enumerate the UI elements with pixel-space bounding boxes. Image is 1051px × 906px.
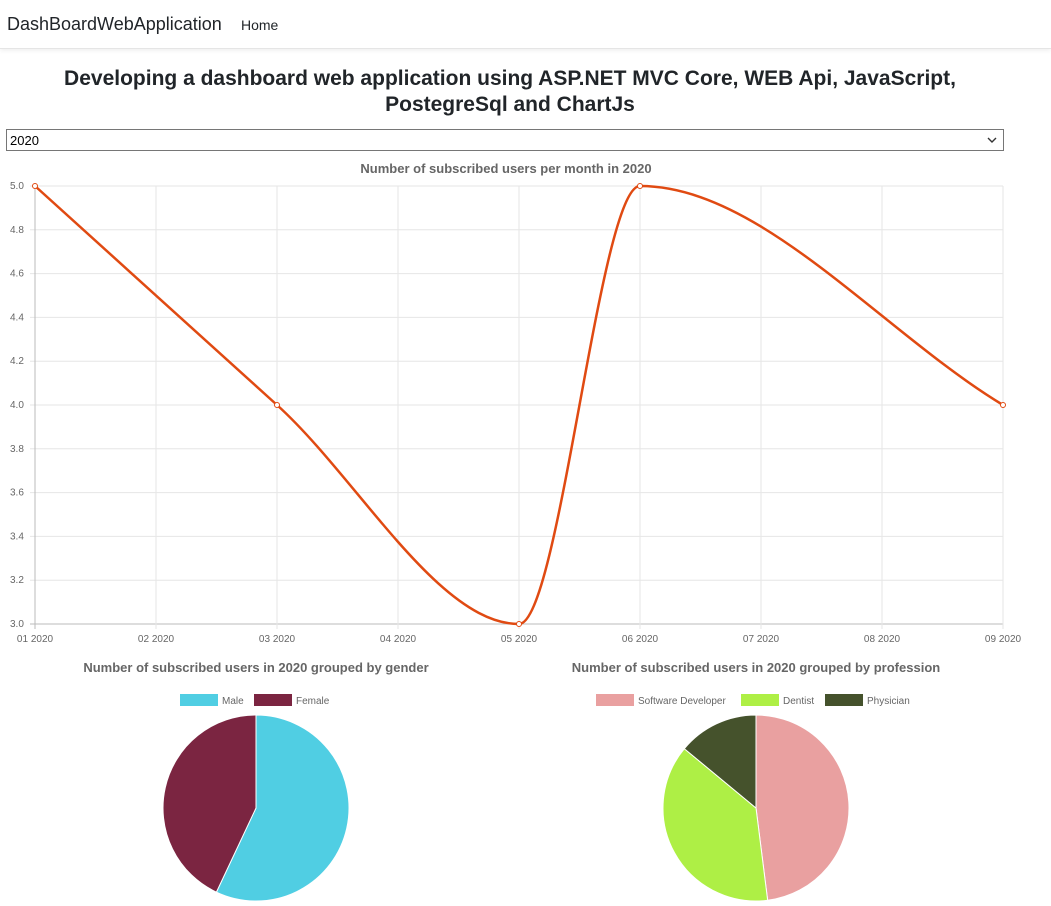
pie-chart-title: Number of subscribed users in 2020 group… xyxy=(572,660,940,675)
line-data-point xyxy=(637,183,643,189)
x-tick-label: 03 2020 xyxy=(259,634,296,645)
line-series xyxy=(34,184,1004,626)
legend-swatch xyxy=(825,694,863,706)
legend-swatch xyxy=(180,694,218,706)
x-tick-label: 08 2020 xyxy=(864,634,901,645)
legend-label: Software Developer xyxy=(638,696,726,707)
y-tick-label: 5.0 xyxy=(10,181,24,192)
chevron-down-icon xyxy=(987,137,997,143)
y-tick-label: 3.6 xyxy=(10,488,24,499)
x-tick-label: 06 2020 xyxy=(622,634,659,645)
x-tick-label: 05 2020 xyxy=(501,634,538,645)
gender-pie-chart: Number of subscribed users in 2020 group… xyxy=(83,660,429,902)
line-data-point xyxy=(516,621,522,627)
line-data-point xyxy=(274,402,280,408)
line-chart: Number of subscribed users per month in … xyxy=(10,161,1022,645)
year-select-value: 2020 xyxy=(10,133,39,148)
pie-slice-physician xyxy=(683,714,757,810)
y-tick-label: 4.2 xyxy=(10,356,24,367)
y-tick-label: 3.8 xyxy=(10,444,24,455)
x-tick-label: 09 2020 xyxy=(985,634,1022,645)
y-tick-label: 4.0 xyxy=(10,400,24,411)
x-tick-label: 01 2020 xyxy=(17,634,54,645)
x-tick-label: 04 2020 xyxy=(380,634,417,645)
y-tick-label: 3.0 xyxy=(10,619,24,630)
legend-swatch xyxy=(254,694,292,706)
year-select[interactable]: 2020 xyxy=(6,129,1004,151)
x-tick-label: 07 2020 xyxy=(743,634,780,645)
legend-label: Female xyxy=(296,696,330,707)
page-title: Developing a dashboard web application u… xyxy=(64,67,956,116)
pie-slice-dentist xyxy=(662,748,769,902)
y-tick-label: 3.2 xyxy=(10,575,24,586)
pie-slice-female xyxy=(162,714,257,893)
y-tick-label: 4.8 xyxy=(10,225,24,236)
line-data-point xyxy=(1000,402,1006,408)
pie-slice-male xyxy=(215,714,350,902)
y-tick-label: 4.4 xyxy=(10,312,24,323)
navbar-brand[interactable]: DashBoardWebApplication xyxy=(7,14,222,34)
legend-swatch xyxy=(596,694,634,706)
legend-label: Male xyxy=(222,696,244,707)
pie-chart-title: Number of subscribed users in 2020 group… xyxy=(83,660,428,675)
legend-swatch xyxy=(741,694,779,706)
profession-pie-chart: Number of subscribed users in 2020 group… xyxy=(572,660,940,902)
navbar: DashBoardWebApplication Home xyxy=(0,0,1051,49)
line-chart-title: Number of subscribed users per month in … xyxy=(360,161,651,176)
line-data-point xyxy=(32,183,38,189)
x-tick-label: 02 2020 xyxy=(138,634,175,645)
pie-slice-software-developer xyxy=(755,714,850,901)
legend-label: Physician xyxy=(867,696,910,707)
y-tick-label: 3.4 xyxy=(10,531,24,542)
y-tick-label: 4.6 xyxy=(10,269,24,280)
legend-label: Dentist xyxy=(783,696,814,707)
nav-link-home[interactable]: Home xyxy=(241,17,279,33)
